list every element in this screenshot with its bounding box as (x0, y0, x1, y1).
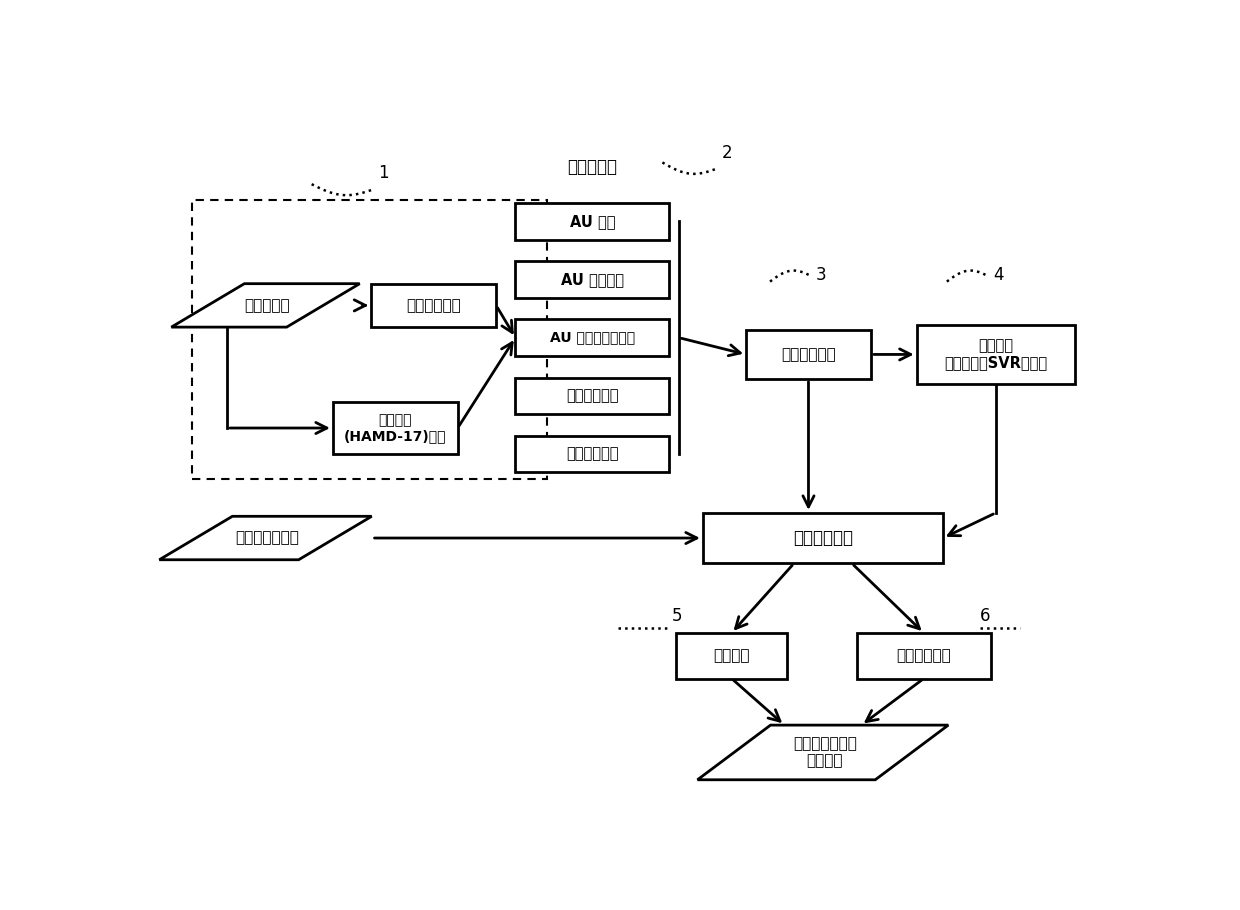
Text: 抑郁程度
(HAMD-17)分值: 抑郁程度 (HAMD-17)分值 (343, 413, 446, 443)
Text: 新输入访谈视频: 新输入访谈视频 (236, 531, 299, 545)
Text: AU 时间域统计特征: AU 时间域统计特征 (549, 330, 635, 345)
Text: AU 组合特征: AU 组合特征 (560, 272, 624, 287)
Text: 底层几何特征: 底层几何特征 (565, 389, 619, 403)
Text: 4: 4 (993, 267, 1003, 284)
FancyBboxPatch shape (746, 330, 870, 379)
Text: AU 特征: AU 特征 (569, 214, 615, 228)
FancyBboxPatch shape (516, 261, 670, 298)
FancyBboxPatch shape (371, 284, 496, 327)
Polygon shape (171, 284, 360, 327)
FancyBboxPatch shape (516, 378, 670, 414)
Polygon shape (697, 725, 949, 780)
Text: 抑郁程度
预测模型（SVR）训练: 抑郁程度 预测模型（SVR）训练 (945, 339, 1048, 370)
Text: 受试对象视频: 受试对象视频 (407, 298, 461, 313)
Text: 底层表观特征: 底层表观特征 (565, 447, 619, 461)
FancyBboxPatch shape (332, 402, 458, 454)
Text: 相关特征选择: 相关特征选择 (781, 347, 836, 362)
Text: 5: 5 (672, 607, 682, 625)
FancyBboxPatch shape (676, 633, 787, 679)
Text: 辅助诊断与评估
结果输出: 辅助诊断与评估 结果输出 (792, 736, 857, 769)
FancyBboxPatch shape (516, 203, 670, 239)
FancyBboxPatch shape (516, 319, 670, 356)
Text: 1: 1 (378, 164, 388, 182)
Text: 视频特征提取: 视频特征提取 (792, 529, 853, 547)
FancyBboxPatch shape (857, 633, 991, 679)
Text: 预录制访谈: 预录制访谈 (244, 298, 290, 313)
FancyBboxPatch shape (516, 436, 670, 472)
FancyBboxPatch shape (703, 513, 942, 563)
Text: 视频特征库: 视频特征库 (567, 157, 618, 176)
Text: 视频标注: 视频标注 (713, 648, 750, 663)
Text: 6: 6 (980, 607, 990, 625)
FancyBboxPatch shape (916, 325, 1075, 384)
Text: 抑郁程度预测: 抑郁程度预测 (897, 648, 951, 663)
Text: 3: 3 (816, 267, 827, 284)
Polygon shape (159, 516, 372, 560)
Text: 2: 2 (722, 145, 733, 163)
